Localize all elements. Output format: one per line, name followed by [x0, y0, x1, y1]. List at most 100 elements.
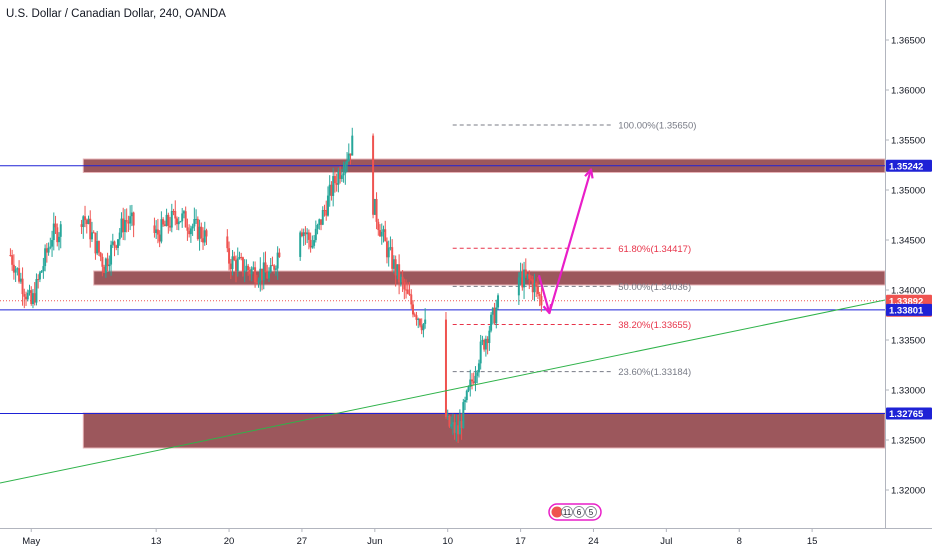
candle	[160, 211, 163, 244]
candle	[200, 222, 203, 243]
x-tick-label: 17	[515, 536, 526, 547]
price-label-text: 1.33801	[889, 305, 924, 316]
x-tick-label: 20	[224, 536, 235, 547]
x-tick-label: Jun	[367, 536, 382, 547]
y-tick-label: 1.34500	[891, 236, 925, 247]
candle	[189, 225, 192, 243]
candle	[188, 224, 191, 238]
candle	[457, 414, 460, 443]
candle	[450, 416, 453, 429]
candle	[158, 230, 161, 248]
candle	[479, 334, 482, 370]
candle	[42, 257, 45, 279]
candle	[469, 369, 472, 397]
candle	[471, 373, 473, 390]
candle	[111, 233, 114, 248]
candle	[261, 268, 264, 291]
candle	[528, 270, 531, 290]
arrow-head-up	[584, 168, 594, 179]
candle	[332, 167, 335, 207]
candle	[444, 312, 447, 419]
x-tick-label: 27	[297, 536, 308, 547]
candle	[228, 241, 231, 271]
y-tick-label: 1.33000	[891, 386, 925, 397]
candle	[372, 133, 375, 219]
candles-layer	[9, 127, 543, 443]
candle	[495, 299, 498, 329]
y-tick-label: 1.32500	[891, 436, 925, 447]
badge-circle	[585, 506, 597, 518]
candle	[403, 278, 406, 300]
candle	[413, 312, 416, 318]
candle	[226, 229, 229, 253]
candle	[38, 270, 41, 283]
candle	[326, 186, 329, 217]
candle	[451, 413, 454, 435]
candle	[155, 220, 158, 239]
badge-icon	[551, 506, 563, 518]
candle	[408, 281, 411, 296]
x-tick-label: 24	[588, 536, 599, 547]
candle	[231, 249, 234, 276]
trendline[interactable]	[0, 299, 886, 484]
candle	[535, 281, 538, 297]
candle	[247, 263, 250, 276]
zone-support[interactable]	[82, 412, 886, 449]
candle	[302, 228, 305, 246]
candle	[465, 389, 468, 403]
candle	[92, 230, 95, 234]
candle	[26, 289, 29, 302]
candle	[460, 413, 463, 440]
candle	[526, 274, 529, 280]
candle	[309, 232, 312, 253]
candle	[16, 267, 19, 276]
candle	[351, 127, 354, 156]
badge-circle	[561, 506, 573, 518]
candle	[299, 230, 302, 261]
candle	[45, 243, 48, 263]
candle	[205, 228, 208, 245]
candle	[531, 275, 534, 300]
candle	[321, 206, 324, 226]
y-tick-label: 1.32000	[891, 486, 925, 497]
candle	[238, 251, 241, 260]
y-tick-label: 1.36500	[891, 36, 925, 47]
candle	[472, 372, 475, 386]
candle	[125, 208, 128, 233]
candle	[406, 282, 409, 295]
candle	[35, 273, 38, 306]
candle	[266, 264, 269, 280]
candle	[464, 396, 467, 411]
candle	[52, 212, 55, 251]
candle	[235, 255, 237, 283]
price-label-text: 1.32765	[889, 409, 924, 420]
candle	[476, 369, 479, 384]
candle	[191, 223, 194, 236]
candle	[340, 169, 343, 182]
candle	[44, 244, 47, 272]
badge-count: 6	[577, 508, 582, 517]
events-badges[interactable]: 11 6 5	[548, 503, 602, 521]
y-tick-label: 1.36000	[891, 86, 925, 97]
y-tick-label: 1.35500	[891, 136, 925, 147]
zone-middle[interactable]	[93, 270, 886, 286]
candle	[56, 223, 59, 247]
candle	[202, 227, 205, 250]
candle	[169, 216, 172, 232]
candle	[453, 414, 456, 440]
candle	[167, 212, 170, 234]
candle	[330, 181, 333, 201]
price-label-badge: 1.32765	[886, 407, 932, 420]
candle	[229, 258, 232, 280]
candle	[267, 267, 270, 282]
candle	[335, 173, 338, 192]
y-tick-label: 1.35000	[891, 186, 925, 197]
price-label-text: 1.33892	[889, 296, 923, 307]
x-tick-label: May	[22, 536, 40, 547]
candle	[47, 242, 50, 256]
candle	[342, 161, 345, 183]
fib-level-label: 50.00%(1.34036)	[618, 282, 691, 293]
candle	[153, 217, 156, 238]
